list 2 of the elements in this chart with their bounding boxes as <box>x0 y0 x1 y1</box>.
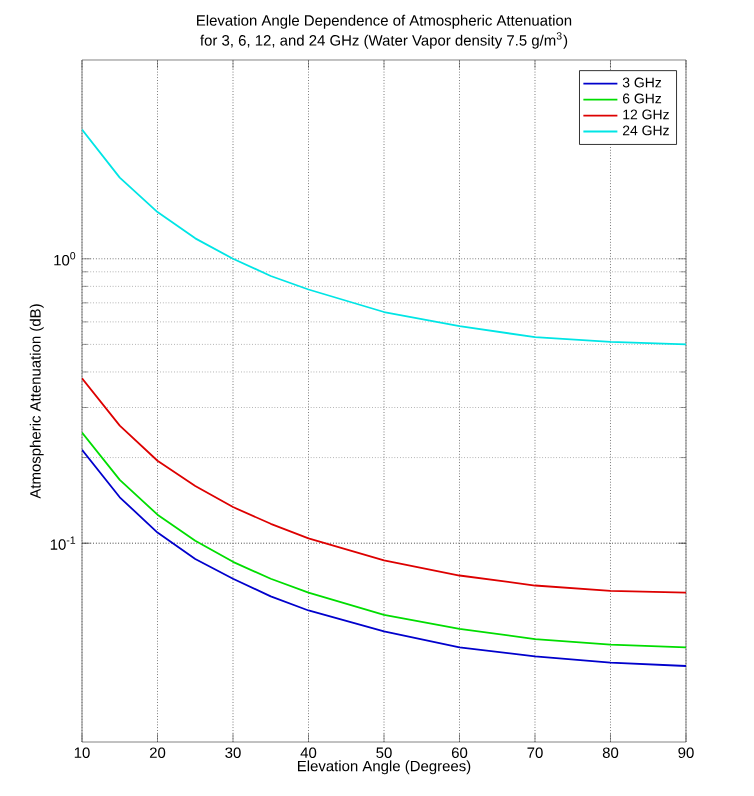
line-series <box>82 128 686 346</box>
line-series <box>82 377 686 594</box>
